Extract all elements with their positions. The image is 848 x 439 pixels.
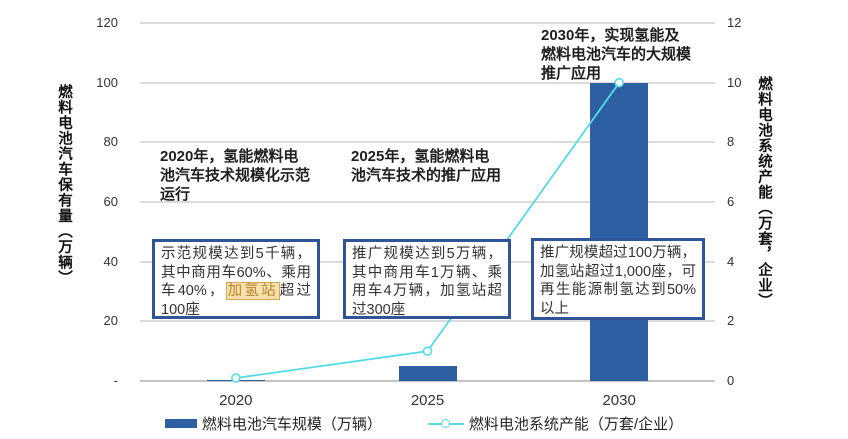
right-axis-tick: 4 xyxy=(727,253,735,269)
left-axis-tick: 60 xyxy=(103,194,118,209)
x-axis-tick-2030: 2030 xyxy=(602,392,636,409)
callout-box-2030: 推广规模超过100万辆，加氢站超过1,000座，可再生能源制氢达到50%以上 xyxy=(531,238,705,320)
bar-2030 xyxy=(590,82,649,381)
x-axis-tick-2020: 2020 xyxy=(219,392,253,409)
right-axis-tick: 10 xyxy=(727,74,742,90)
gridline xyxy=(140,380,715,382)
callout-box-2025: 推广规模达到5万辆，其中商用车1万辆、乘用车4万辆，加氢站超过300座 xyxy=(343,239,511,319)
capacity-line xyxy=(235,82,620,379)
left-axis-tick: 40 xyxy=(103,253,118,269)
bar-swatch-icon xyxy=(164,419,197,428)
callout-box-2020: 示范规模达到5千辆，其中商用车60%、乘用车40%， 加氢站 超过100座 xyxy=(152,239,320,319)
legend-label-system-capacity: 燃料电池系统产能（万套/企业） xyxy=(468,416,684,433)
legend-item-vehicle-scale: 燃料电池汽车规模（万辆） xyxy=(164,413,382,434)
right-axis-tick: 12 xyxy=(727,15,742,30)
annotation-2025: 2025年，氢能燃料电池汽车技术的推广应用 xyxy=(351,148,502,184)
legend-label-vehicle-scale: 燃料电池汽车规模（万辆） xyxy=(201,416,382,433)
legend-item-system-capacity: 燃料电池系统产能（万套/企业） xyxy=(427,413,684,434)
bar-2020 xyxy=(206,379,265,381)
right-axis-title: 燃料电池系统产能（万套，企业） xyxy=(756,76,772,309)
annotation-2020: 2020年，氢能燃料电池汽车技术规模化示范运行 xyxy=(160,148,311,203)
annotation-2030: 2030年，实现氢能及燃料电池汽车的大规模推广应用 xyxy=(541,27,692,82)
right-axis-tick: 2 xyxy=(727,313,735,329)
right-axis-tick: 0 xyxy=(727,373,735,388)
left-axis-tick: - xyxy=(113,373,118,388)
left-axis-tick: 120 xyxy=(96,15,118,30)
left-axis-tick: 100 xyxy=(96,74,118,90)
bar-2025 xyxy=(398,366,457,381)
left-axis-title: 燃料电池汽车保有量（万辆） xyxy=(56,84,72,286)
left-axis-tick: 80 xyxy=(103,134,118,150)
right-axis-tick: 6 xyxy=(727,194,735,209)
legend: 燃料电池汽车规模（万辆） 燃料电池系统产能（万套/企业） xyxy=(0,413,848,434)
right-axis-tick: 8 xyxy=(727,134,735,150)
left-axis-tick: 20 xyxy=(103,313,118,329)
line-marker-2025 xyxy=(422,346,433,356)
line-marker-icon xyxy=(427,418,464,428)
gridline xyxy=(140,22,715,24)
hydrogen-station-highlight: 加氢站 xyxy=(225,282,280,300)
x-axis-tick-2025: 2025 xyxy=(410,392,445,409)
